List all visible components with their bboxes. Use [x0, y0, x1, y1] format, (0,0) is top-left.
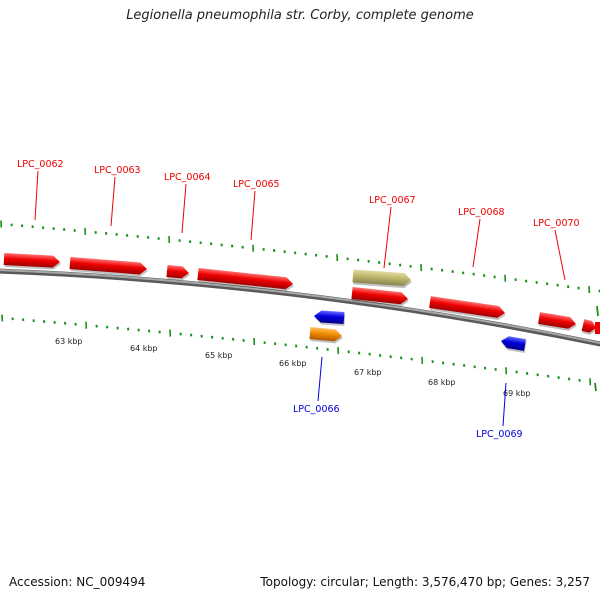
scale-label: 63 kbp	[55, 337, 83, 346]
gene-label: LPC_0063	[94, 165, 141, 176]
genome-summary-text: Topology: circular; Length: 3,576,470 bp…	[260, 575, 590, 589]
gene-label: LPC_0064	[164, 172, 211, 183]
gene-arrow-lpc-0070-group	[538, 312, 577, 331]
backbone	[0, 269, 600, 345]
gene-leader-line	[383, 206, 392, 269]
gene-arrow-lpc-0064	[166, 265, 189, 279]
feature-khaki-block-group	[352, 269, 412, 289]
backbone-shadow	[0, 268, 600, 347]
gene-arrow-lpc-0065	[197, 268, 294, 290]
gene-arrow-lpc-0064-group	[166, 265, 190, 281]
scale-label: 64 kbp	[130, 344, 158, 353]
scale-label: 65 kbp	[205, 351, 233, 360]
gene-arrow-edge	[595, 322, 600, 334]
gene-label: LPC_0070	[533, 218, 580, 229]
gene-arrow-lpc-0069-group	[501, 336, 527, 354]
gene-leader-line	[317, 356, 323, 402]
gene-leader-line	[472, 218, 481, 268]
gene-leader-line	[110, 176, 116, 227]
gene-arrow-lpc-0063	[69, 257, 147, 275]
gene-arrow-lpc-0066	[314, 310, 345, 324]
gene-arrow-lpc-0067-group	[351, 287, 409, 307]
inner-major-tick	[594, 382, 597, 392]
gene-label: LPC_0062	[17, 159, 64, 170]
gene-leader-line	[34, 170, 39, 221]
gene-arrow-lpc-0067	[351, 287, 408, 305]
gene-label: LPC_0069	[476, 429, 523, 440]
gene-arrow-lpc-0063-group	[69, 257, 148, 277]
scale-label: 69 kbp	[503, 389, 531, 398]
gene-arrow-lpc-0070	[538, 312, 576, 329]
gene-arrow-lpc-0066-group	[314, 310, 346, 327]
gene-leader-line	[250, 190, 256, 241]
gene-arrow-lpc-0062	[3, 253, 61, 268]
gene-arrow-partial-group	[581, 319, 597, 335]
gene-arrow-partial	[581, 319, 597, 333]
gene-label: LPC_0068	[458, 207, 505, 218]
gene-leader-line	[181, 183, 187, 234]
map-title: Legionella pneumophila str. Corby, compl…	[126, 8, 474, 23]
gene-arrow-lpc-0065-group	[197, 268, 294, 292]
feature-khaki-block	[352, 269, 412, 287]
gene-label: LPC_0067	[369, 195, 416, 206]
scale-label: 67 kbp	[354, 368, 382, 377]
gene-arrow-lpc-0062-group	[3, 253, 61, 270]
accession-text: Accession: NC_009494	[9, 575, 146, 589]
scale-label: 66 kbp	[279, 359, 307, 368]
gene-label: LPC_0066	[293, 404, 340, 415]
feature-orange-block-group	[309, 327, 343, 344]
gene-label: LPC_0065	[233, 179, 280, 190]
gene-arrow-lpc-0068-group	[429, 296, 506, 321]
scale-label: 68 kbp	[428, 378, 456, 387]
gene-leader-line	[554, 229, 566, 281]
feature-orange-block	[309, 327, 342, 342]
gene-arrow-lpc-0068	[429, 296, 506, 318]
gene-leader-line	[502, 382, 507, 427]
gene-arrow-lpc-0069	[501, 336, 526, 351]
outer-major-tick	[596, 305, 599, 317]
